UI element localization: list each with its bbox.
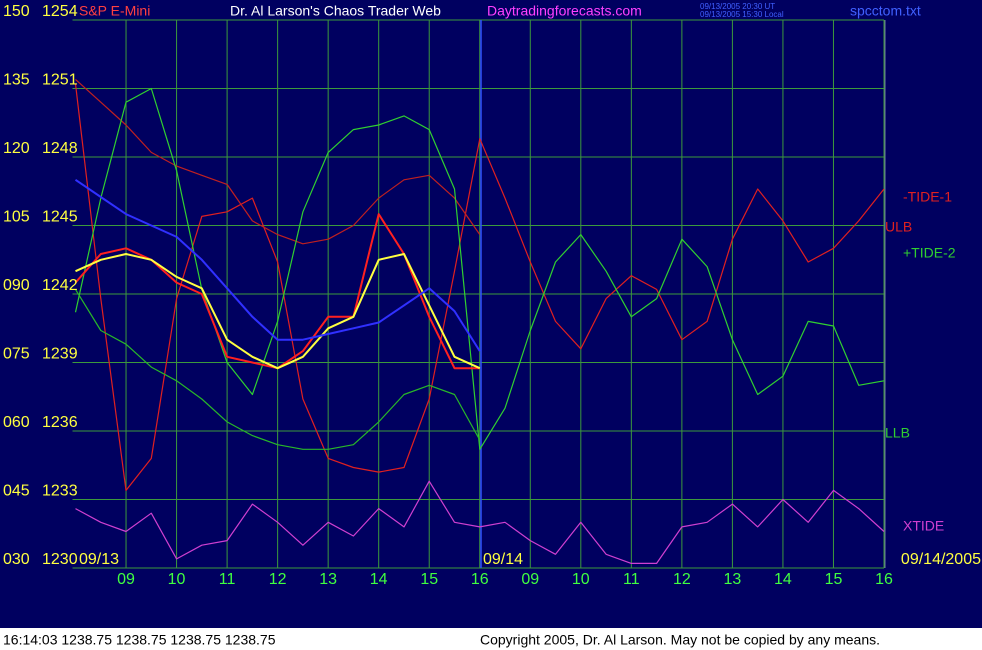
chart-title: S&P E-Mini [79, 3, 150, 19]
x-tick-label: 12 [673, 571, 691, 588]
series-lines [74, 78, 885, 564]
y2-tick-label: 1230 [42, 551, 78, 568]
y2-tick-label: 1233 [42, 483, 78, 500]
legend-label: -TIDE-1 [903, 189, 952, 205]
x-tick-label: 11 [623, 571, 640, 588]
y2-tick-label: 1239 [42, 346, 78, 363]
status-text: 16:14:03 1238.75 1238.75 1238.75 1238.75 [3, 632, 276, 648]
file-name: spcctom.txt [850, 3, 921, 19]
series-line [75, 480, 885, 564]
y2-tick-label: 1245 [42, 209, 78, 226]
chart-background [0, 0, 982, 628]
y-tick-label: 135 [3, 72, 30, 89]
x-tick-label: 13 [319, 571, 337, 588]
site-name: Daytradingforecasts.com [487, 3, 642, 19]
y-tick-label: 120 [3, 140, 30, 157]
copyright: Copyright 2005, Dr. Al Larson. May not b… [480, 632, 880, 648]
x-tick-label: 12 [269, 571, 287, 588]
legend-label: +TIDE-2 [903, 245, 956, 261]
x-tick-label: 14 [370, 571, 388, 588]
y2-tick-label: 1248 [42, 140, 78, 157]
timestamp-local: 09/13/2005 15:30 Local [700, 10, 784, 19]
y-tick-label: 105 [3, 209, 30, 226]
y2-tick-label: 1242 [42, 277, 78, 294]
series-line [75, 78, 481, 245]
x-tick-label: 10 [572, 571, 590, 588]
x-tick-label: 16 [471, 571, 489, 588]
date-label: 09/14/2005 [901, 551, 981, 568]
x-tick-label: 15 [420, 571, 438, 588]
x-tick-label: 14 [774, 571, 792, 588]
series-line [74, 289, 481, 450]
legend-label: LLB [885, 425, 910, 441]
grid [75, 19, 885, 569]
timestamp-ut: 09/13/2005 20:30 UT [700, 2, 775, 11]
x-tick-label: 10 [168, 571, 186, 588]
date-label: 09/14 [483, 551, 523, 568]
date-label: 09/13 [79, 551, 119, 568]
x-tick-label: 09 [521, 571, 539, 588]
x-tick-label: 16 [875, 571, 893, 588]
y-tick-label: 045 [3, 483, 30, 500]
y-tick-label: 075 [3, 346, 30, 363]
x-tick-label: 11 [219, 571, 236, 588]
legend-label: ULB [885, 219, 912, 235]
x-tick-label: 13 [724, 571, 742, 588]
series-line [74, 83, 885, 491]
y2-tick-label: 1236 [42, 414, 78, 431]
y2-tick-label: 1254 [42, 3, 78, 20]
series-line [75, 253, 481, 370]
status-bar [0, 628, 982, 650]
series-line [74, 178, 481, 352]
x-tick-label: 09 [117, 571, 135, 588]
y-tick-label: 090 [3, 277, 30, 294]
y-tick-label: 060 [3, 414, 30, 431]
y-tick-label: 150 [3, 3, 30, 20]
chart-subtitle: Dr. Al Larson's Chaos Trader Web [230, 3, 441, 19]
x-tick-label: 15 [825, 571, 843, 588]
y-tick-label: 030 [3, 551, 30, 568]
y2-tick-label: 1251 [42, 72, 78, 89]
legend-label: XTIDE [903, 518, 944, 534]
